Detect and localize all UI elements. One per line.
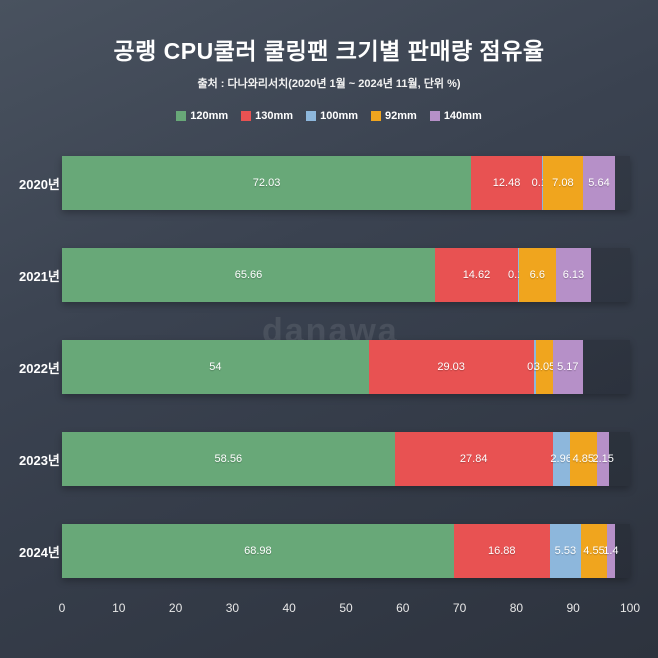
chart-subtitle: 출처 : 다나와리서치(2020년 1월 ~ 2024년 11월, 단위 %)	[197, 78, 461, 90]
legend-item-130mm: 130mm	[241, 110, 293, 122]
value-label: 4.85	[572, 453, 595, 465]
bar-segment-140mm: 1.4	[603, 524, 619, 578]
bar-segment-140mm: 2.15	[592, 432, 614, 486]
legend-item-92mm: 92mm	[371, 110, 417, 122]
value-label: 54	[209, 361, 222, 373]
bar-segment-130mm: 29.03	[368, 340, 534, 394]
value-label: 2.15	[592, 453, 614, 465]
bar-segment-120mm: 72.03	[62, 156, 472, 210]
legend-swatch-92mm	[371, 111, 382, 121]
value-label: 6.6	[529, 269, 545, 281]
x-axis: 0 10 20 30 40 50 60 70 80 90 100	[58, 601, 640, 623]
x-tick-label: 30	[225, 601, 240, 615]
legend-item-120mm: 120mm	[176, 110, 228, 122]
value-label: 29.03	[437, 361, 465, 373]
bar-segment-140mm: 5.17	[553, 340, 583, 394]
bar-segment-92mm: 4.85	[569, 432, 598, 486]
legend-label: 120mm	[190, 110, 229, 122]
category-label: 2023년	[19, 452, 60, 468]
value-label: 27.84	[459, 453, 488, 465]
x-tick-label: 20	[168, 601, 183, 615]
value-label: 5.64	[588, 177, 610, 189]
bars-container: 2020년72.0312.480.147.085.642021년65.6614.…	[0, 137, 658, 597]
value-label: 7.08	[552, 177, 574, 189]
bar-segment-130mm: 27.84	[394, 432, 553, 486]
bar-track: 68.98 16.88 5.53 4.55 1.4	[62, 524, 630, 578]
x-tick-label: 80	[509, 601, 524, 615]
x-tick-label: 10	[112, 601, 126, 615]
value-label: 3.05	[533, 361, 556, 373]
bar-segment-140mm: 6.13	[556, 248, 591, 302]
legend-swatch-100mm	[306, 111, 317, 121]
x-tick-label: 100	[619, 601, 641, 615]
value-label: 14.62	[462, 269, 491, 281]
legend-item-140mm: 140mm	[429, 110, 482, 122]
x-tick-label: 50	[339, 601, 353, 615]
value-label: 5.17	[557, 361, 579, 373]
bar-segment-120mm: 58.56	[62, 432, 395, 486]
value-label: 2.96	[550, 453, 572, 465]
category-label: 2024년	[19, 544, 60, 560]
bar-segment-130mm: 14.62	[434, 248, 518, 302]
value-label: 58.56	[214, 453, 243, 465]
x-tick-label: 0	[58, 601, 66, 615]
value-label: 68.98	[244, 545, 272, 557]
legend-label: 100mm	[320, 110, 359, 122]
value-label: 6.13	[562, 269, 585, 281]
bar-segment-130mm: 16.88	[453, 524, 550, 578]
bar-segment-92mm: 6.6	[518, 248, 557, 302]
bar-segment-120mm: 68.98	[62, 524, 454, 578]
bar-segment-100mm: 2.96	[550, 432, 572, 486]
value-label: 4.55	[583, 545, 605, 557]
x-tick-label: 70	[452, 601, 467, 615]
value-label: 72.03	[252, 177, 281, 189]
bar-row: 2024년 68.98 16.88 5.53 4.55 1.4	[0, 505, 658, 597]
bar-segment-120mm: 54	[62, 340, 369, 394]
legend: 120mm 130mm 100mm 92mm 140mm	[0, 110, 658, 122]
bar-segment-100mm: 5.53	[549, 524, 582, 578]
chart-title: 공랭 CPU쿨러 쿨링팬 크기별 판매량 점유율	[113, 38, 545, 64]
bar-segment-92mm: 7.08	[542, 156, 583, 210]
value-label: 65.66	[234, 269, 263, 281]
legend-swatch-120mm	[176, 111, 187, 121]
bar-row: 2023년 58.56 27.84 2.96 4.85 2.15	[0, 413, 658, 505]
value-label: 1.4	[603, 545, 619, 557]
bar-row: 2022년 54 29.03 0.4 3.05 5.17	[0, 321, 658, 413]
x-tick-label: 60	[396, 601, 410, 615]
legend-swatch-130mm	[241, 111, 252, 121]
bar-track: 54 29.03 0.4 3.05 5.17	[62, 340, 630, 394]
category-label: 2020년	[19, 176, 60, 192]
bar-segment-92mm: 4.55	[581, 524, 607, 578]
value-label: 16.88	[487, 545, 516, 557]
bar-segment-140mm: 5.64	[582, 156, 616, 210]
legend-item-100mm: 100mm	[306, 110, 358, 122]
value-label: 5.53	[554, 545, 577, 557]
x-tick-label: 90	[566, 601, 580, 615]
category-label: 2022년	[19, 360, 60, 376]
legend-label: 130mm	[255, 110, 294, 122]
bar-segment-130mm: 12.48	[471, 156, 542, 210]
x-tick-label: 40	[282, 601, 296, 615]
bar-segment-92mm: 3.05	[533, 340, 556, 394]
value-label: 12.48	[492, 177, 521, 189]
category-label: 2021년	[19, 268, 60, 284]
bar-segment-120mm: 65.66	[62, 248, 435, 302]
legend-label: 92mm	[385, 110, 417, 122]
bar-track: 58.56 27.84 2.96 4.85 2.15	[62, 432, 630, 486]
legend-label: 140mm	[443, 110, 482, 122]
legend-swatch-140mm	[429, 111, 440, 121]
